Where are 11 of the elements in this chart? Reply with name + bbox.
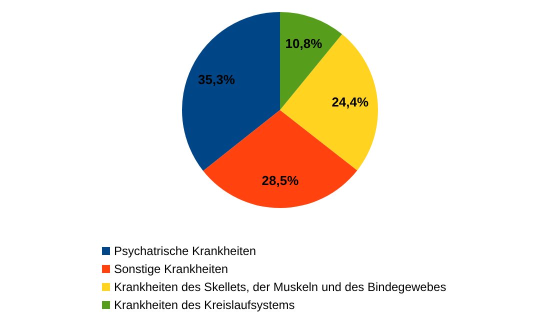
pie-slice — [280, 34, 378, 170]
pie-slice — [182, 12, 280, 171]
legend-label: Psychatrische Krankheiten — [114, 244, 256, 258]
data-label: 28,5% — [262, 173, 300, 188]
legend-label: Krankheiten des Skellets, der Muskeln und des Bindegewebes — [114, 280, 446, 294]
legend-label: Sonstige Krankheiten — [114, 262, 228, 276]
data-label: 35,3% — [198, 72, 236, 87]
data-label: 10,8% — [285, 36, 323, 52]
pie-slice — [203, 110, 358, 208]
data-label: 24,4% — [332, 94, 369, 110]
legend-label: Krankheiten des Kreislaufsystems — [114, 298, 295, 312]
